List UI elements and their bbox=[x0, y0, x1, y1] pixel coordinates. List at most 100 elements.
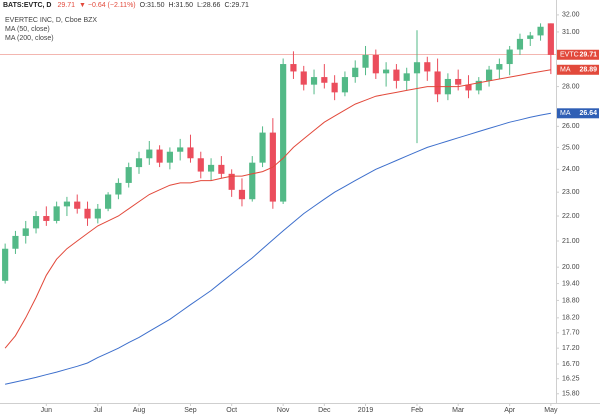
candle-body bbox=[2, 248, 9, 281]
price-label-name: MA bbox=[560, 67, 571, 74]
candle-body bbox=[94, 208, 101, 219]
candle-body bbox=[74, 201, 81, 209]
candle-body bbox=[166, 151, 173, 163]
candle-body bbox=[228, 173, 235, 190]
candle-body bbox=[403, 73, 410, 81]
candle-body bbox=[53, 206, 60, 221]
price-label-name: MA bbox=[560, 110, 571, 117]
y-tick-label: 15.80 bbox=[562, 391, 580, 398]
y-tick-label: 31.00 bbox=[562, 29, 580, 36]
candle-body bbox=[218, 164, 225, 174]
candle-body bbox=[290, 64, 297, 72]
candle-body bbox=[135, 158, 143, 168]
candle-body bbox=[84, 208, 91, 219]
y-tick-label: 24.00 bbox=[562, 166, 580, 173]
candle-body bbox=[43, 216, 50, 221]
price-label-value: 28.89 bbox=[579, 67, 597, 74]
price-label-value: 29.71 bbox=[579, 52, 597, 59]
candle-body bbox=[516, 38, 524, 50]
candle-body bbox=[280, 64, 287, 202]
candle-body bbox=[331, 82, 338, 93]
candle-body bbox=[372, 54, 379, 74]
candle-body bbox=[259, 132, 266, 163]
moving-average-line bbox=[4, 112, 551, 385]
candle-body bbox=[485, 69, 493, 81]
candle-body bbox=[341, 77, 349, 93]
candle-body bbox=[105, 194, 112, 209]
quote-text: C:29.71 bbox=[224, 2, 249, 9]
y-tick-label: 17.70 bbox=[562, 330, 580, 337]
candle-body bbox=[12, 235, 19, 249]
price-label-box bbox=[557, 108, 599, 119]
x-tick-label: Oct bbox=[226, 407, 237, 414]
x-tick-label: May bbox=[544, 407, 558, 414]
candle-body bbox=[362, 54, 369, 68]
candle-body bbox=[506, 49, 513, 65]
y-tick-label: 19.40 bbox=[562, 280, 580, 287]
y-tick-label: 25.00 bbox=[562, 144, 580, 151]
candle-body bbox=[475, 80, 482, 91]
y-tick-label: 28.00 bbox=[562, 83, 580, 90]
candle-body bbox=[455, 78, 462, 85]
y-tick-label: 20.00 bbox=[562, 264, 580, 271]
candle-body bbox=[434, 71, 441, 95]
candle-body bbox=[537, 26, 544, 36]
candle-body bbox=[547, 23, 554, 55]
legend-entry: MA (200, close) bbox=[5, 35, 54, 42]
candle-body bbox=[413, 62, 421, 74]
x-tick-label: Aug bbox=[133, 407, 146, 414]
candle-body bbox=[527, 35, 534, 39]
candle-body bbox=[310, 77, 318, 85]
x-tick-label: Dec bbox=[318, 407, 331, 414]
candle-body bbox=[352, 67, 359, 78]
price-label-box bbox=[557, 64, 599, 75]
candle-body bbox=[63, 201, 71, 207]
candle-body bbox=[187, 147, 194, 159]
price-label-value: 26.64 bbox=[579, 110, 597, 117]
x-tick-label: Mar bbox=[452, 407, 465, 414]
candle-body bbox=[156, 149, 163, 163]
candle-body bbox=[238, 189, 246, 200]
candle-body bbox=[496, 64, 503, 70]
candle-body bbox=[177, 147, 184, 152]
x-tick-label: 2019 bbox=[358, 407, 374, 414]
candle-body bbox=[300, 71, 307, 85]
moving-average-line bbox=[4, 69, 551, 349]
candle-body bbox=[32, 216, 40, 229]
x-tick-label: Feb bbox=[411, 407, 423, 414]
candle-body bbox=[424, 62, 431, 72]
y-tick-label: 32.00 bbox=[562, 12, 580, 19]
y-tick-label: 22.00 bbox=[562, 213, 580, 220]
x-tick-label: Apr bbox=[504, 407, 516, 414]
x-tick-label: Nov bbox=[277, 407, 290, 414]
candle-body bbox=[207, 164, 215, 172]
x-tick-label: Jul bbox=[93, 407, 102, 414]
legend-entry: MA (50, close) bbox=[5, 26, 50, 33]
y-tick-label: 16.25 bbox=[562, 376, 580, 383]
candle-body bbox=[383, 69, 390, 74]
legend-entry: EVERTEC INC, D, Cboe BZX bbox=[5, 17, 97, 24]
y-tick-label: 17.20 bbox=[562, 345, 580, 352]
price-label-box bbox=[557, 49, 599, 60]
candle-body bbox=[125, 167, 132, 183]
x-tick-label: Sep bbox=[184, 407, 197, 414]
candle-body bbox=[321, 77, 328, 83]
candle-body bbox=[197, 158, 204, 172]
quote-text: L:28.66 bbox=[197, 2, 220, 9]
candle-body bbox=[393, 69, 400, 81]
y-tick-label: 18.80 bbox=[562, 297, 580, 304]
y-tick-label: 23.00 bbox=[562, 189, 580, 196]
quote-text: ▼ −0.64 (−2.11%) bbox=[79, 2, 136, 9]
chart-title: BATS:EVTC, D bbox=[3, 2, 51, 9]
quote-text: O:31.50 bbox=[140, 2, 165, 9]
candle-body bbox=[22, 228, 29, 236]
quote-text: 29.71 bbox=[57, 2, 75, 9]
quote-text: H:31.50 bbox=[169, 2, 194, 9]
y-tick-label: 26.00 bbox=[562, 123, 580, 130]
price-label-name: EVTC bbox=[560, 52, 579, 59]
x-tick-label: Jun bbox=[41, 407, 52, 414]
y-tick-label: 21.00 bbox=[562, 238, 580, 245]
y-tick-label: 16.70 bbox=[562, 361, 580, 368]
y-tick-label: 18.20 bbox=[562, 315, 580, 322]
